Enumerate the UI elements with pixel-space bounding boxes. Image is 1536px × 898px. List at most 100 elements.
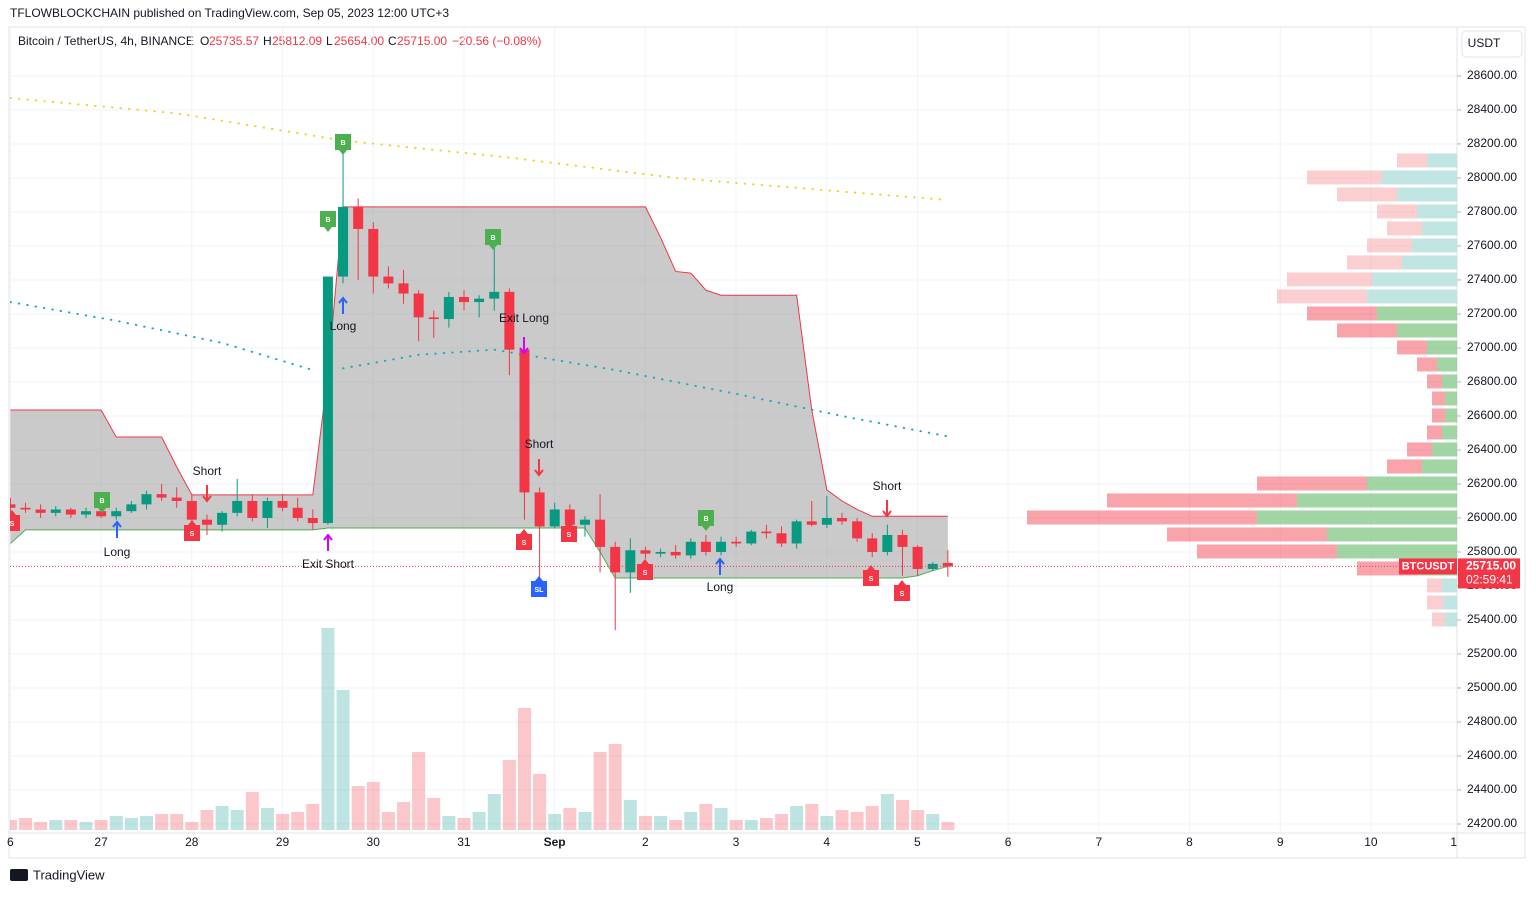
- profile-down: [1427, 595, 1443, 610]
- y-tick-label: 27000.00: [1467, 340, 1517, 354]
- volume-bar: [563, 808, 577, 830]
- y-tick-label: 26800.00: [1467, 374, 1517, 388]
- candle-body: [504, 291, 515, 350]
- annotation: Short: [193, 464, 222, 478]
- profile-down: [1377, 204, 1417, 219]
- profile-down: [1307, 170, 1382, 185]
- profile-up: [1442, 425, 1457, 440]
- volume-bar: [593, 752, 607, 830]
- candle-body: [126, 504, 137, 512]
- volume-bar: [880, 794, 894, 830]
- volume-bar: [124, 818, 138, 830]
- volume-bar: [34, 822, 48, 830]
- signal-label: B: [340, 140, 345, 147]
- band-upper: [10, 206, 948, 517]
- volume-bar: [714, 808, 728, 830]
- x-tick-label: 10: [1364, 835, 1378, 849]
- price-tag-countdown: 02:59:41: [1466, 573, 1513, 587]
- profile-up: [1337, 544, 1457, 559]
- signal-badge: [698, 510, 714, 531]
- candle-body: [852, 521, 863, 539]
- y-tick-label: 24400.00: [1467, 782, 1517, 796]
- signal-badge: [10, 510, 20, 531]
- volume-bar: [412, 752, 426, 830]
- profile-down: [1432, 408, 1445, 423]
- profile-down: [1197, 544, 1337, 559]
- candle-body: [247, 500, 258, 518]
- candle-body: [882, 534, 893, 552]
- volume-bar: [775, 814, 789, 830]
- candle-body: [549, 509, 560, 527]
- plot: Long Short Exit Short Long Exit Long Short Lon…: [10, 28, 1457, 833]
- volume-bar: [835, 810, 849, 830]
- x-tick-label: 9: [1277, 835, 1284, 849]
- signal-label: S: [10, 521, 15, 528]
- volume-bar: [623, 800, 637, 830]
- signal-label: S: [869, 576, 874, 583]
- volume-bar: [306, 804, 320, 830]
- profile-down: [1427, 425, 1442, 440]
- volume-bar: [820, 816, 834, 830]
- volume-bar: [245, 792, 259, 830]
- profile-down: [1257, 476, 1367, 491]
- profile-down: [1307, 306, 1377, 321]
- candle-body: [111, 511, 122, 517]
- y-tick-label: 26200.00: [1467, 476, 1517, 490]
- profile-up: [1397, 187, 1457, 202]
- signal-badge: [894, 580, 910, 601]
- profile-down: [1387, 459, 1422, 474]
- legend: Bitcoin / TetherUS, 4h, BINANCE O 25735.…: [18, 34, 541, 48]
- volume-bar: [911, 810, 925, 830]
- profile-down: [1432, 612, 1445, 627]
- price-tag-symbol: BTCUSDT: [1402, 560, 1455, 572]
- x-tick-label: 31: [457, 835, 471, 849]
- annotation: Long: [104, 545, 131, 559]
- signal-arrow: [519, 337, 529, 355]
- o-value: 25735.57: [209, 34, 259, 48]
- volume-bar: [351, 786, 365, 830]
- volume-bar: [200, 810, 214, 830]
- candle-body: [232, 500, 243, 513]
- profile-down: [1337, 323, 1397, 338]
- signal-badge: [531, 576, 547, 597]
- profile-down: [1387, 221, 1422, 236]
- y-tick-label: 26000.00: [1467, 510, 1517, 524]
- h-value: 25812.09: [272, 34, 322, 48]
- volume-bar: [291, 812, 305, 830]
- currency[interactable]: USDT: [1468, 36, 1501, 50]
- profile-up: [1445, 391, 1457, 406]
- candle-body: [564, 509, 575, 525]
- signal-label: B: [325, 217, 330, 224]
- y-tick-label: 27200.00: [1467, 306, 1517, 320]
- volume-bar: [608, 744, 622, 830]
- currency-button[interactable]: [1461, 30, 1523, 58]
- volume-bar: [170, 814, 184, 830]
- profile-down: [1347, 255, 1402, 270]
- price-tag-bg: [1458, 558, 1520, 589]
- volume-bar: [850, 812, 864, 830]
- candle-body: [655, 551, 666, 554]
- profile-up: [1402, 255, 1457, 270]
- candle-body: [776, 533, 787, 544]
- candle-body: [201, 519, 212, 525]
- candle-body: [322, 276, 333, 524]
- slow-line: [10, 97, 949, 202]
- profile-up: [1382, 170, 1457, 185]
- volume-bar: [790, 806, 804, 830]
- candle-body: [579, 519, 590, 525]
- profile-up: [1427, 340, 1457, 355]
- x-tick-label: 29: [276, 835, 290, 849]
- band-area: [10, 206, 948, 578]
- signal-arrow: [112, 520, 122, 538]
- signal-badge: [637, 559, 653, 580]
- annotation: Short: [525, 437, 554, 451]
- volume-bar: [397, 802, 411, 830]
- profile-up: [1422, 459, 1457, 474]
- signal-badge: [320, 211, 336, 232]
- signal-label: S: [643, 570, 648, 577]
- volume-bar: [215, 806, 229, 830]
- profile-up: [1367, 476, 1457, 491]
- volume-bar: [230, 810, 244, 830]
- profile-up: [1257, 510, 1457, 525]
